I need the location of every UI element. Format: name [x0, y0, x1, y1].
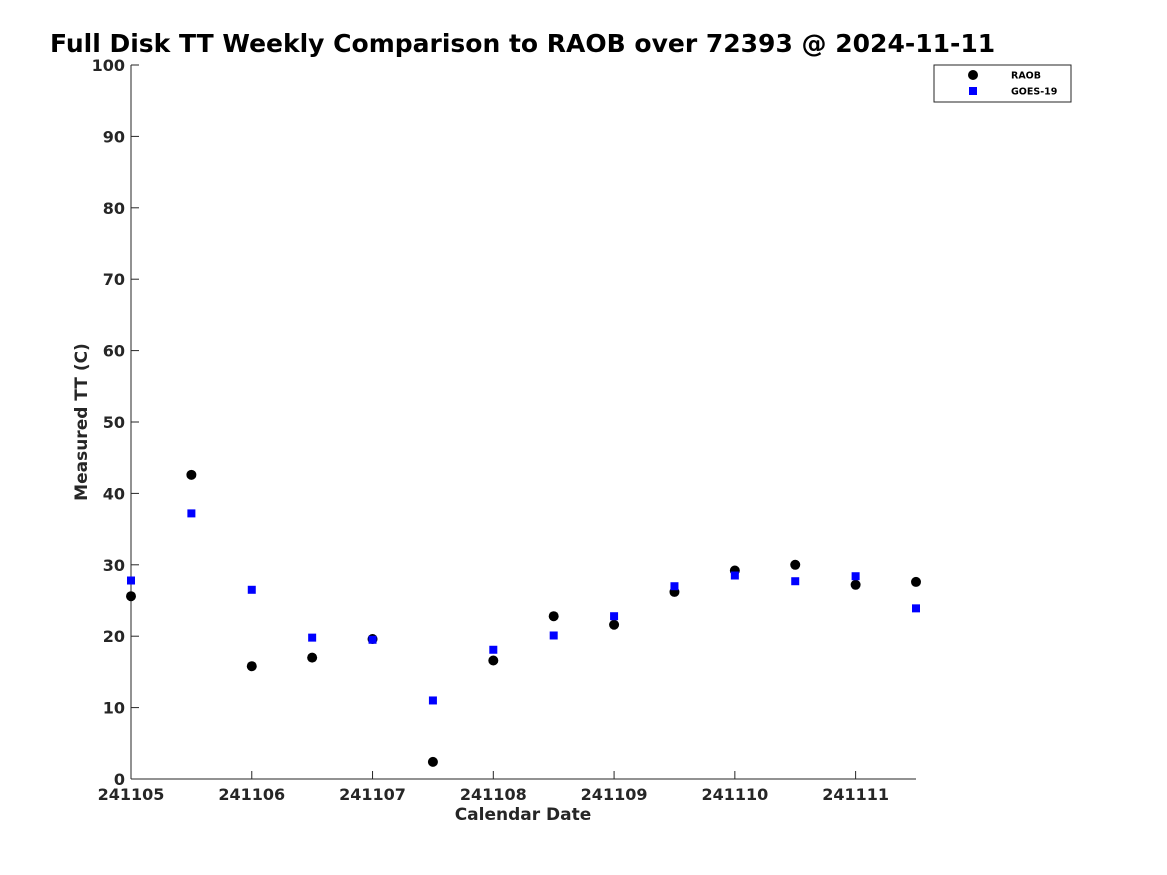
legend-box — [933, 64, 1072, 103]
legend-marker-raob — [968, 70, 978, 80]
legend-marker-goes-19 — [969, 87, 977, 95]
y-tick-label: 30 — [103, 556, 125, 575]
goes-19-point — [851, 572, 860, 581]
y-tick-label: 20 — [103, 627, 125, 646]
goes-19-point — [610, 612, 619, 621]
y-tick-label: 80 — [103, 199, 125, 218]
raob-point — [246, 661, 257, 672]
x-tick-label: 241106 — [218, 785, 285, 804]
goes-19-point — [791, 577, 800, 586]
x-ticks: 241105 241106 241107 241108 241109 241110 2411… — [98, 771, 889, 804]
x-axis-label: Calendar Date — [455, 805, 592, 825]
x-tick-label: 241108 — [460, 785, 527, 804]
x-tick-label: 241111 — [822, 785, 889, 804]
y-axis-label: Measured TT (C) — [72, 343, 92, 501]
x-tick-label: 241110 — [701, 785, 768, 804]
goes-19-point — [368, 635, 377, 644]
raob-point — [911, 576, 921, 587]
goes-19-point — [247, 585, 256, 594]
goes-19-point — [127, 576, 135, 585]
goes-19-point — [308, 633, 317, 642]
goes-19-point — [912, 604, 920, 613]
chart-title: Full Disk TT Weekly Comparison to RAOB o… — [50, 29, 995, 58]
y-tick-label: 0 — [114, 770, 125, 789]
goes-19-point — [730, 571, 739, 580]
x-tick-label: 241107 — [339, 785, 406, 804]
y-tick-label: 90 — [103, 127, 125, 146]
raob-point — [427, 756, 438, 767]
y-tick-label: 40 — [103, 484, 125, 503]
x-tick-label: 241105 — [98, 785, 165, 804]
raob-point — [790, 559, 801, 570]
goes-19-point — [670, 582, 679, 591]
y-tick-label: 60 — [103, 342, 125, 361]
raob-point — [850, 579, 861, 590]
y-tick-label: 70 — [103, 270, 125, 289]
y-tick-label: 10 — [103, 699, 125, 718]
data-points — [126, 469, 921, 767]
y-ticks: 0 10 20 30 40 50 60 70 80 90 100 — [92, 56, 139, 789]
raob-point — [488, 655, 499, 666]
goes-19-point — [489, 645, 498, 654]
legend-label-goes-19: GOES-19 — [1011, 87, 1057, 98]
y-tick-label: 100 — [92, 56, 125, 75]
goes-19-point — [549, 631, 558, 640]
legend: RAOB GOES-19 — [933, 64, 1072, 103]
raob-point — [186, 469, 197, 480]
y-tick-label: 50 — [103, 413, 125, 432]
raob-point — [307, 652, 318, 663]
goes-19-point — [187, 509, 196, 518]
raob-point — [548, 611, 559, 622]
legend-label-raob: RAOB — [1011, 71, 1041, 82]
raob-point — [126, 591, 136, 602]
goes-19-point — [428, 696, 437, 705]
x-tick-label: 241109 — [581, 785, 648, 804]
raob-point — [609, 619, 620, 630]
